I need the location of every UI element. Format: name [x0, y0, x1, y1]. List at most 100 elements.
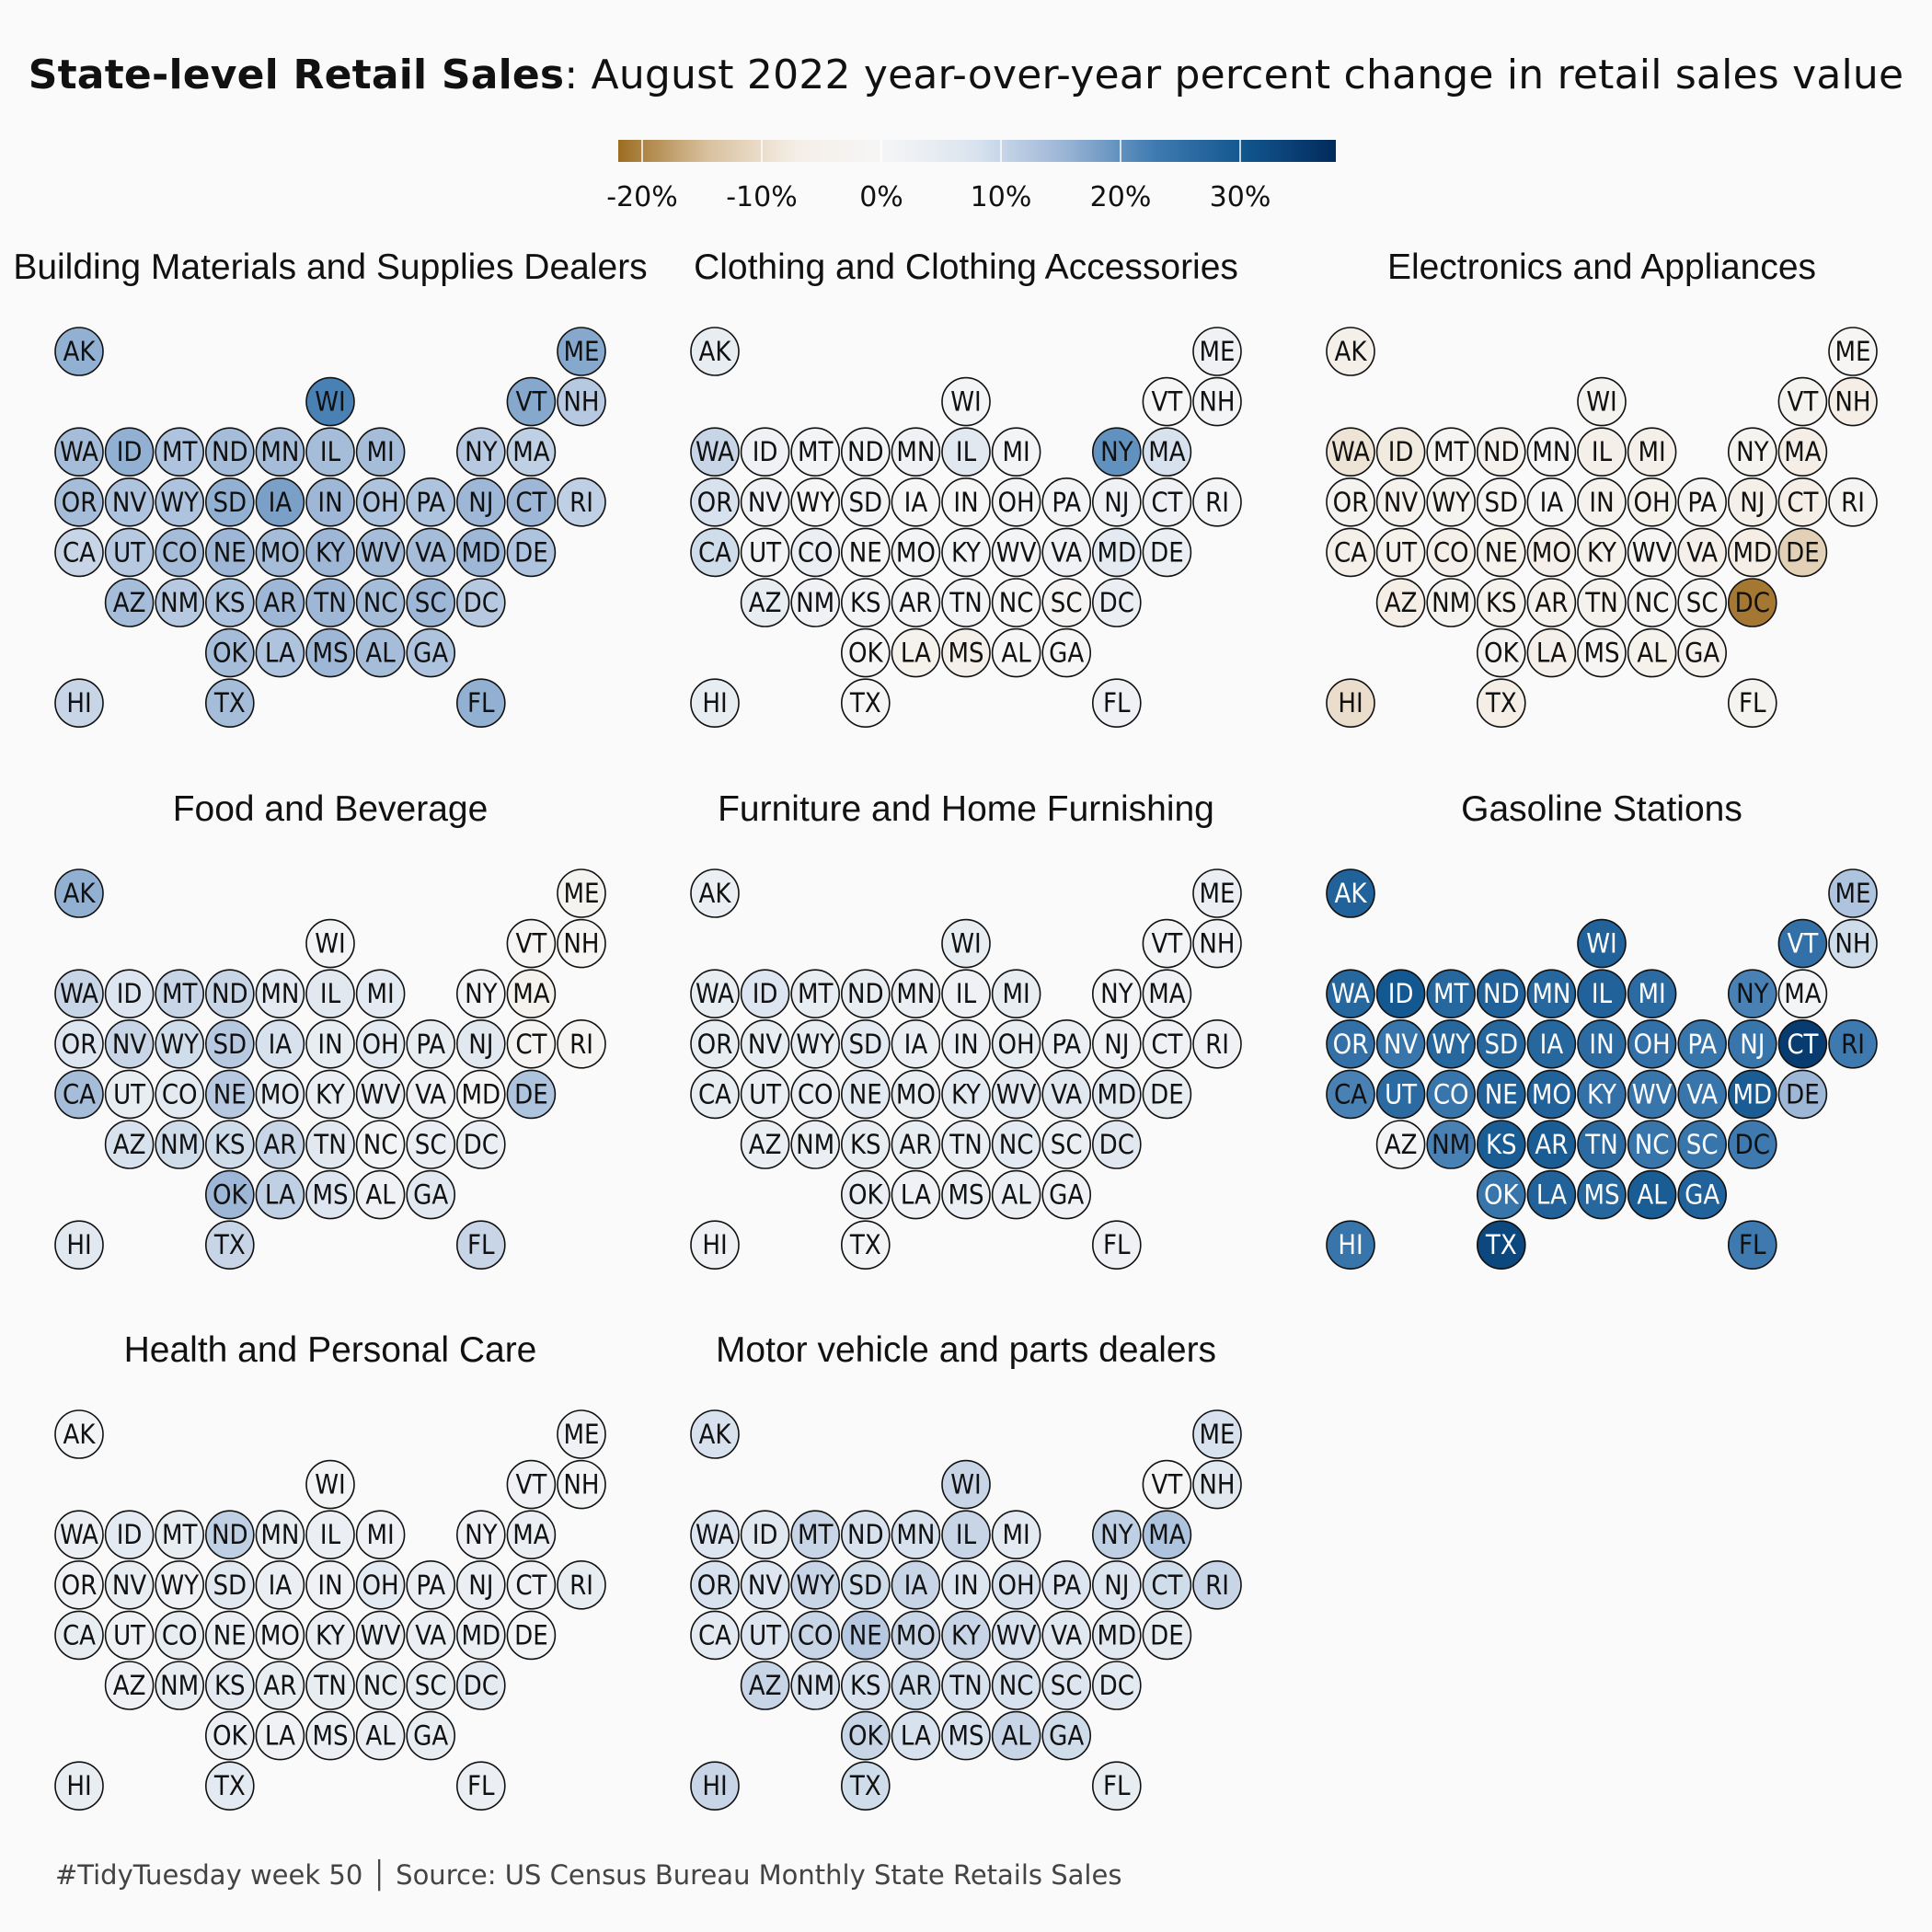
state-tile-ar: AR: 29% — [1526, 1120, 1577, 1169]
state-label-la: LA — [901, 1720, 931, 1752]
state-label-me: ME — [1200, 1419, 1236, 1450]
state-tile-mn: MN: 4% — [255, 1510, 305, 1559]
state-label-me: ME — [564, 336, 600, 367]
state-label-nj: NJ — [1104, 487, 1129, 518]
state-label-wv: WV — [996, 1619, 1037, 1650]
state-tile-hi: HI: 24% — [1326, 1220, 1375, 1270]
state-tile-nd: ND: 4% — [840, 969, 891, 1018]
state-label-ne: NE — [849, 536, 882, 568]
state-label-ga: GA — [413, 1720, 448, 1752]
state-tile-fl: FL: -3% — [1728, 678, 1777, 729]
state-label-ny: NY — [1100, 436, 1134, 467]
state-label-wv: WV — [1632, 536, 1673, 568]
state-label-ct: CT — [515, 1029, 547, 1060]
state-label-va: VA — [1686, 536, 1718, 568]
state-label-ca: CA — [698, 1619, 731, 1650]
chart-title: State-level Retail Sales: August 2022 ye… — [0, 52, 1932, 98]
state-tile-nd: ND: 10% — [205, 969, 255, 1018]
state-label-al: AL — [1637, 638, 1667, 669]
state-tile-oh: OH: -5% — [1627, 477, 1677, 527]
state-tile-mn: MN: 3% — [891, 969, 941, 1018]
state-tile-ky: KY: 15% — [305, 527, 355, 578]
state-label-ut: UT — [749, 1619, 782, 1650]
state-tile-mi: MI: 4% — [991, 969, 1041, 1018]
state-label-nh: NH — [563, 928, 599, 960]
state-label-ms: MS — [948, 1720, 983, 1752]
state-label-az: AZ — [749, 1129, 782, 1160]
state-tile-ia: IA: 27% — [1526, 1019, 1577, 1069]
state-tile-nc: NC: 4% — [355, 1661, 406, 1710]
state-tile-tx: TX: 5% — [205, 1761, 255, 1811]
state-tile-tx: TX: -7% — [1477, 678, 1526, 729]
state-label-mi: MI — [1638, 436, 1665, 467]
state-label-fl: FL — [1103, 1229, 1131, 1260]
panel-motor-vehicle-and-parts-dealers: Motor vehicle and parts dealers AK: 8%AK M… — [690, 1330, 1242, 1811]
state-tile-va: VA: 24% — [1677, 1069, 1727, 1120]
state-label-ky: KY — [316, 1619, 346, 1650]
state-label-sd: SD — [213, 1570, 247, 1601]
state-label-az: AZ — [749, 587, 782, 618]
panel-gasoline-stations: Gasoline Stations AK: 28%AK ME: 13% ME WI: 2… — [1326, 789, 1878, 1270]
state-tile-wi: WI: 1% — [305, 1459, 355, 1510]
state-tile-sc: SC: -2% — [1041, 578, 1091, 627]
state-label-ar: AR — [899, 1670, 932, 1701]
panel-title: Food and Beverage — [173, 789, 489, 829]
state-tile-tx: TX: 33% — [1477, 1220, 1526, 1270]
state-tile-nm: NM: 3% — [790, 1120, 841, 1169]
state-label-mo: MO — [1532, 1078, 1571, 1110]
state-label-ga: GA — [1049, 638, 1084, 669]
state-label-fl: FL — [467, 1229, 495, 1260]
state-tile-ak: AK: 28% — [1326, 868, 1375, 918]
state-label-tx: TX — [213, 687, 246, 719]
state-tile-sc: SC: 7% — [1041, 1661, 1091, 1710]
state-tile-hi: HI: 4% — [54, 1761, 104, 1811]
state-label-ny: NY — [1736, 436, 1770, 467]
state-tile-in: IN: 2% — [305, 1560, 355, 1610]
state-label-nj: NJ — [1740, 487, 1765, 518]
state-label-al: AL — [1637, 1179, 1667, 1211]
state-tile-nm: NM: 12% — [155, 578, 204, 627]
state-label-ks: KS — [1486, 587, 1517, 618]
state-label-wi: WI — [315, 928, 346, 960]
state-tile-ok: OK: 3% — [205, 1710, 255, 1761]
state-tile-ut: UT: -5% — [1375, 527, 1426, 578]
state-tile-mo: MO: 1% — [891, 527, 941, 578]
state-label-ct: CT — [1787, 487, 1819, 518]
state-label-il: IL — [320, 436, 341, 467]
state-tile-tx: TX: 0% — [840, 678, 891, 729]
state-label-nh: NH — [563, 386, 599, 418]
state-tile-ga: GA: 13% — [406, 627, 456, 678]
state-label-mn: MN — [260, 436, 299, 467]
state-label-ut: UT — [113, 1078, 146, 1110]
caption: #TidyTuesday week 50 │ Source: US Census… — [55, 1859, 1122, 1891]
state-label-wa: WA — [60, 978, 98, 1009]
state-tile-de: DE: 1% — [506, 1610, 557, 1661]
state-label-dc: DC — [1735, 587, 1770, 618]
state-tile-ny: NY: 20% — [1092, 427, 1142, 477]
state-tile-ga: GA: -4% — [1677, 627, 1727, 678]
state-tile-al: AL: 0% — [991, 627, 1041, 678]
state-label-co: CO — [1433, 536, 1469, 568]
state-label-in: IN — [317, 1029, 342, 1060]
state-label-oh: OH — [362, 487, 399, 518]
state-label-ky: KY — [951, 1078, 982, 1110]
state-tile-tn: TN: 1% — [941, 578, 991, 627]
state-tile-tn: TN: 4% — [305, 1661, 355, 1710]
state-tile-ct: CT: 15% — [506, 477, 557, 527]
state-tile-fl: FL: 10% — [455, 1220, 506, 1270]
state-label-nv: NV — [748, 1029, 783, 1060]
state-label-nm: NM — [796, 1670, 834, 1701]
state-tile-in: IN: -4% — [1577, 477, 1627, 527]
state-tile-co: CO: 4% — [155, 1610, 204, 1661]
state-label-co: CO — [798, 1619, 834, 1650]
state-tile-nv: NV: 4% — [104, 1560, 155, 1610]
state-tile-oh: OH: 25% — [1627, 1019, 1677, 1069]
state-label-ms: MS — [948, 638, 983, 669]
state-label-mn: MN — [896, 436, 935, 467]
state-label-mt: MT — [1433, 978, 1470, 1009]
state-tile-ky: KY: 5% — [941, 1069, 991, 1120]
state-tile-dc: DC: 3% — [1092, 578, 1142, 627]
state-label-ny: NY — [1736, 978, 1770, 1009]
state-label-id: ID — [1388, 978, 1414, 1009]
state-label-az: AZ — [113, 1129, 146, 1160]
